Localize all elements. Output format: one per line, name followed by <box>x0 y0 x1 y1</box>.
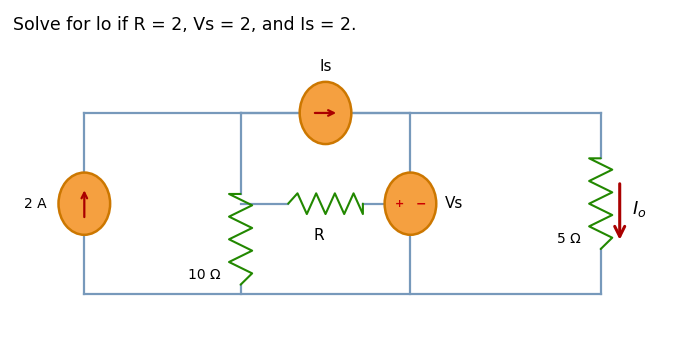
Text: 5 Ω: 5 Ω <box>556 232 580 246</box>
Text: +: + <box>395 199 404 209</box>
Ellipse shape <box>384 173 436 235</box>
Text: $I_o$: $I_o$ <box>632 198 647 219</box>
Ellipse shape <box>300 82 351 144</box>
Text: Solve for lo if R = 2, Vs = 2, and Is = 2.: Solve for lo if R = 2, Vs = 2, and Is = … <box>13 16 356 34</box>
Text: Vs: Vs <box>445 196 463 211</box>
Ellipse shape <box>58 173 110 235</box>
Text: Is: Is <box>319 59 332 74</box>
Text: R: R <box>314 228 324 243</box>
Text: 10 Ω: 10 Ω <box>188 268 220 282</box>
Text: 2 A: 2 A <box>24 197 47 211</box>
Text: −: − <box>416 197 427 210</box>
